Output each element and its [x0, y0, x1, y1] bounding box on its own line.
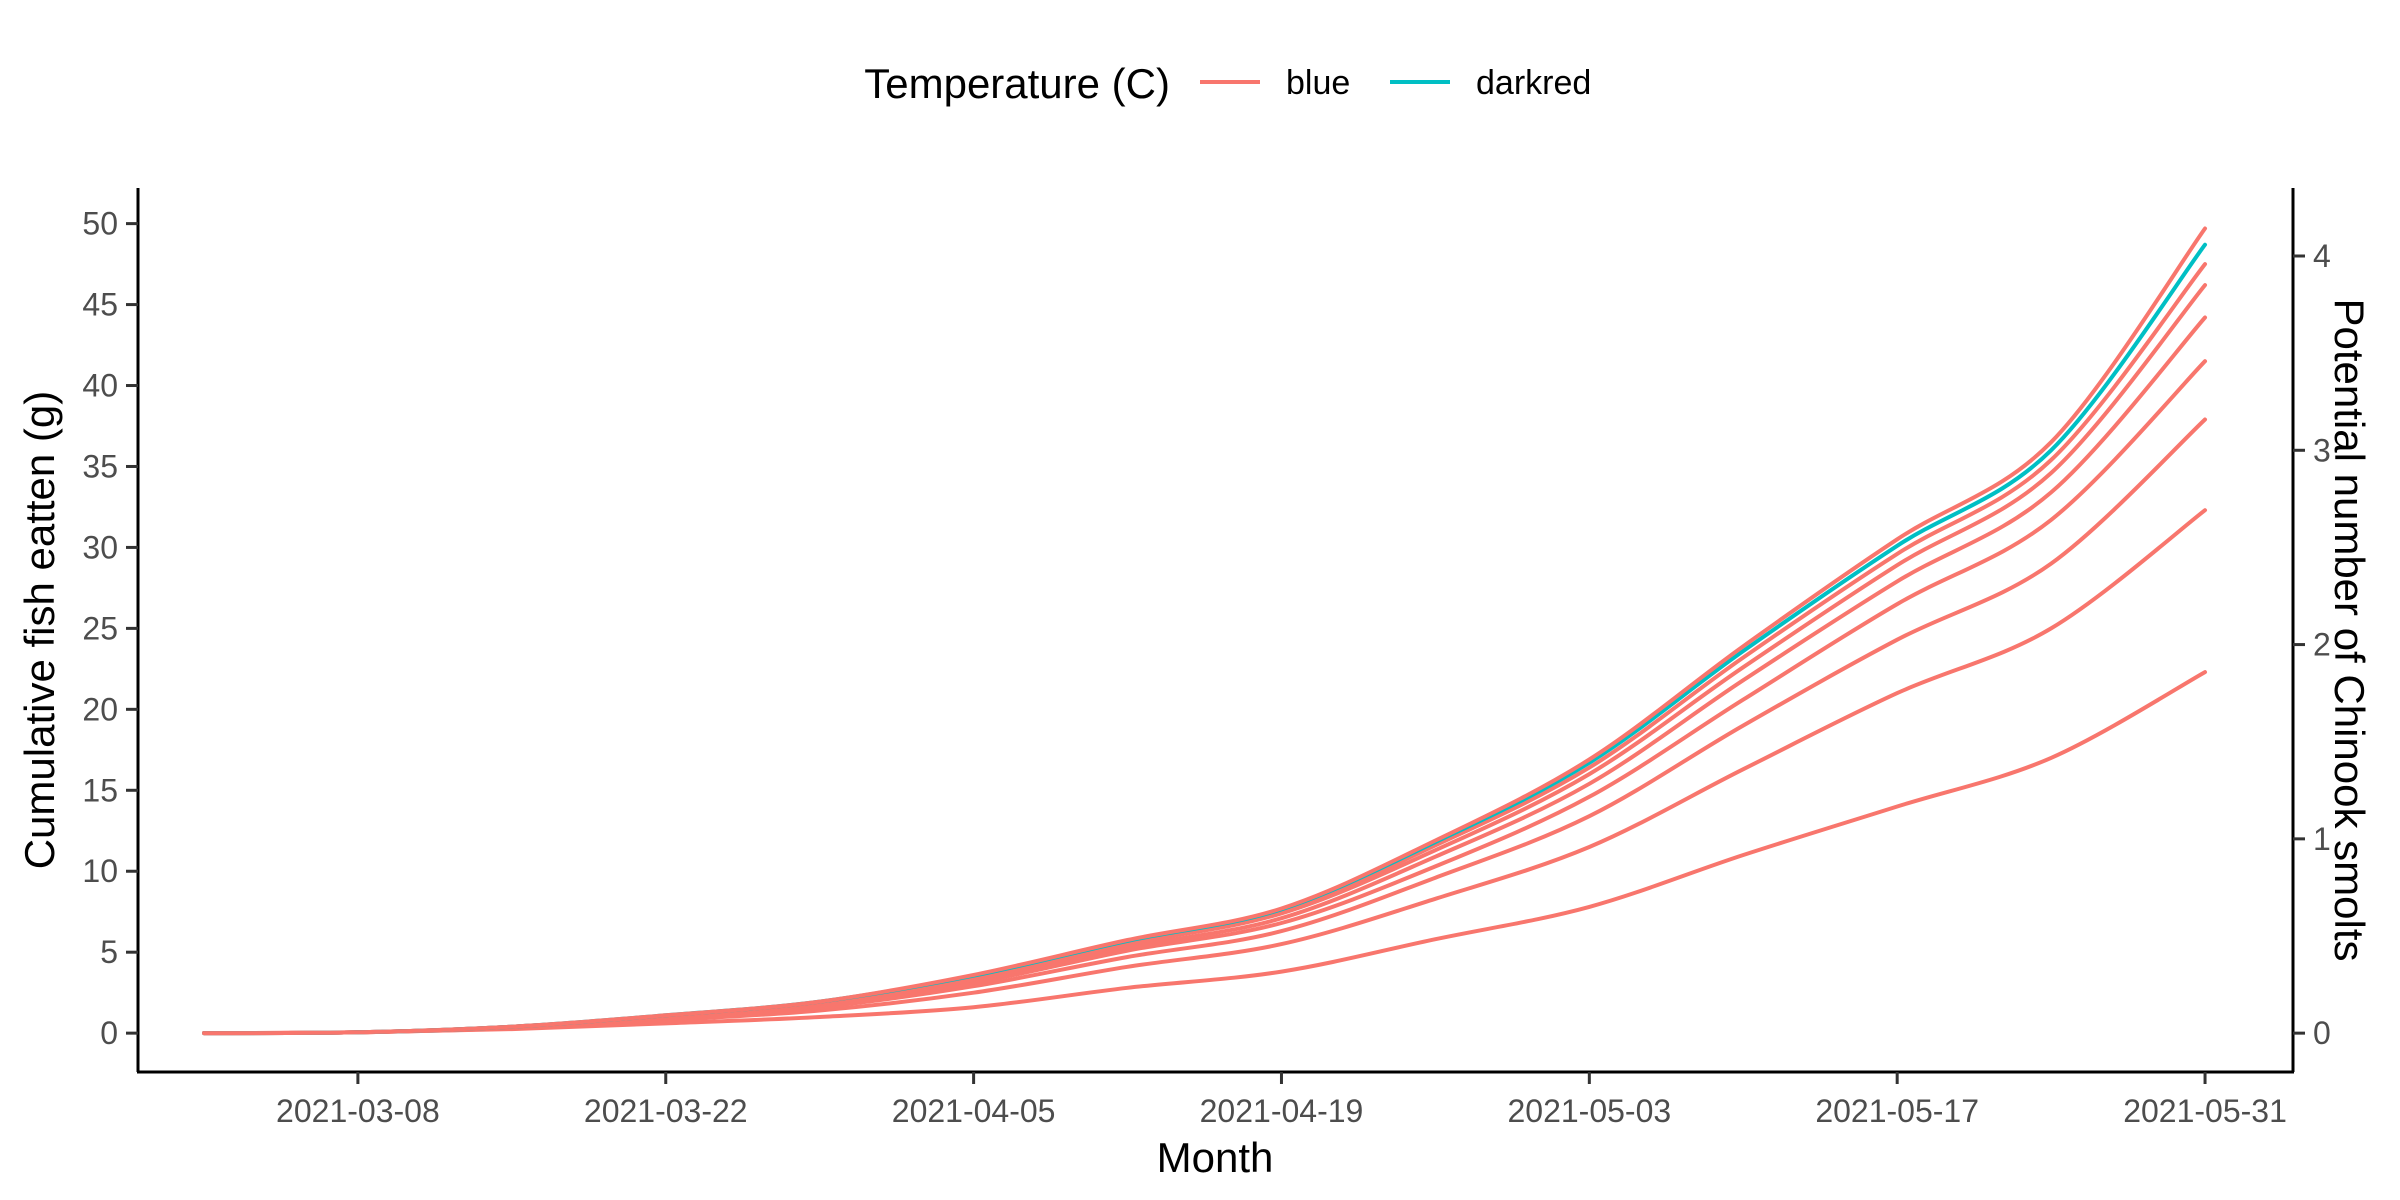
x-tick-label: 2021-04-19 — [1200, 1093, 1364, 1129]
y2-tick-label: 1 — [2313, 821, 2331, 857]
series-line-1 — [202, 508, 2207, 1036]
x-tick-label: 2021-04-05 — [892, 1093, 1056, 1129]
legend-label-darkred: darkred — [1476, 64, 1591, 102]
y-tick-label: 20 — [82, 691, 118, 727]
y2-tick-label: 2 — [2313, 627, 2331, 663]
y2-axis-title: Potential number of Chinook smolts — [2326, 299, 2373, 962]
series-line-8 — [202, 226, 2207, 1036]
series-lines — [202, 226, 2207, 1036]
y-tick-label: 0 — [100, 1015, 118, 1051]
x-axis-title: Month — [1157, 1134, 1274, 1181]
series-line-7 — [202, 242, 2207, 1036]
x-tick-label: 2021-03-22 — [584, 1093, 748, 1129]
x-tick-label: 2021-05-17 — [1815, 1093, 1979, 1129]
y-tick-label: 25 — [82, 610, 118, 646]
y-tick-label: 5 — [100, 934, 118, 970]
x-tick-label: 2021-05-03 — [1507, 1093, 1671, 1129]
y-tick-label: 50 — [82, 206, 118, 242]
legend-label-blue: blue — [1286, 64, 1350, 102]
y2-tick-label: 0 — [2313, 1015, 2331, 1051]
series-line-0 — [202, 670, 2207, 1036]
series-line-5 — [202, 283, 2207, 1036]
y-axis-title: Cumulative fish eatten (g) — [16, 391, 63, 870]
y-tick-label: 35 — [82, 448, 118, 484]
y-axis-right-ticks: 0 1 2 3 4 — [2293, 238, 2331, 1051]
y-axis-left-ticks: 0 5 10 15 20 25 30 35 40 45 50 — [82, 206, 138, 1051]
x-axis-ticks: 2021-03-08 2021-03-22 2021-04-05 2021-04-19… — [276, 1072, 2287, 1129]
legend: Temperature (C) blue darkred — [864, 60, 1591, 107]
x-tick-label: 2021-05-31 — [2123, 1093, 2287, 1129]
y2-tick-label: 4 — [2313, 238, 2331, 274]
y-tick-label: 45 — [82, 287, 118, 323]
axes — [136, 188, 2295, 1074]
y-tick-label: 40 — [82, 368, 118, 404]
legend-title: Temperature (C) — [864, 60, 1170, 107]
y2-tick-label: 3 — [2313, 432, 2331, 468]
x-tick-label: 2021-03-08 — [276, 1093, 440, 1129]
series-line-2 — [202, 417, 2207, 1036]
series-line-6 — [202, 262, 2207, 1036]
y-tick-label: 30 — [82, 529, 118, 565]
y-tick-label: 10 — [82, 853, 118, 889]
y-tick-label: 15 — [82, 772, 118, 808]
